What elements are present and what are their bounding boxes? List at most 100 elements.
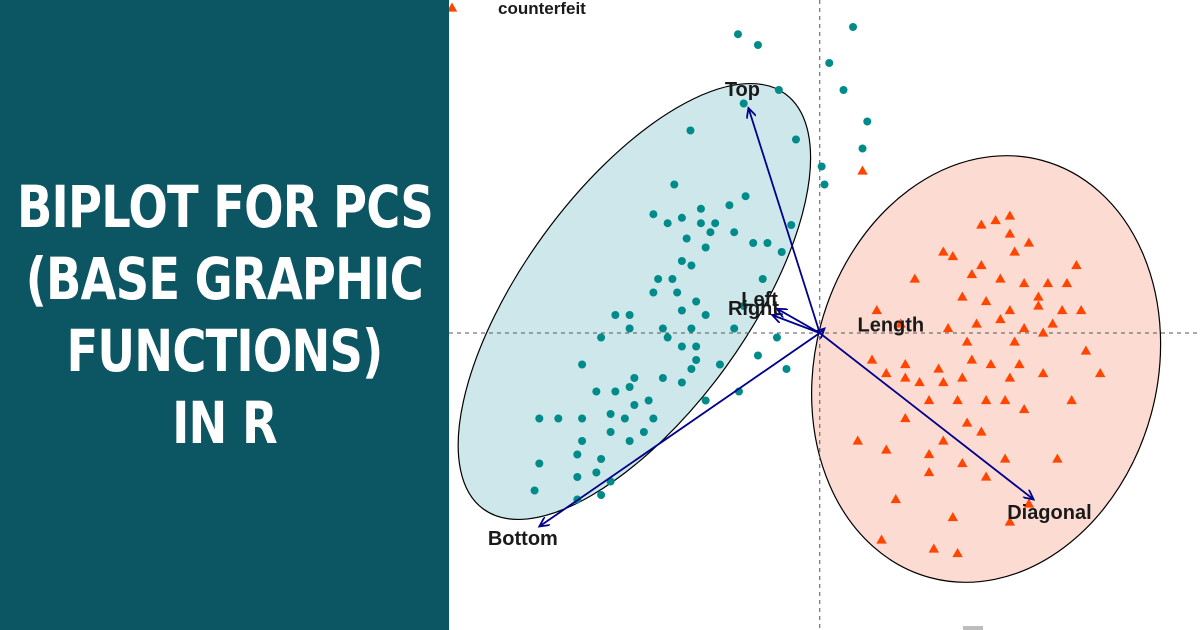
genuine-point xyxy=(686,126,695,135)
counterfeit-point xyxy=(957,458,968,468)
genuine-point xyxy=(849,23,858,31)
counterfeit-point xyxy=(1042,278,1054,288)
genuine-point xyxy=(687,365,696,373)
counterfeit-point xyxy=(895,318,906,328)
counterfeit-point xyxy=(971,318,982,328)
counterfeit-point xyxy=(947,251,959,261)
counterfeit-point xyxy=(1033,300,1044,310)
genuine-point xyxy=(791,135,800,144)
genuine-point xyxy=(597,491,606,499)
counterfeit-point xyxy=(966,269,978,279)
genuine-point xyxy=(677,378,686,387)
counterfeit-point xyxy=(961,336,973,346)
genuine-point xyxy=(711,219,720,228)
genuine-point xyxy=(677,213,686,222)
genuine-point xyxy=(578,360,587,369)
loading-label-bottom: Bottom xyxy=(488,528,558,550)
genuine-point xyxy=(630,374,639,382)
genuine-point xyxy=(706,228,715,237)
genuine-point xyxy=(715,360,724,369)
genuine-point xyxy=(677,306,686,315)
loading-label-right: Right xyxy=(728,298,779,320)
counterfeit-point xyxy=(1014,359,1025,369)
genuine-point xyxy=(687,261,696,270)
counterfeit-point xyxy=(866,354,878,364)
counterfeit-point xyxy=(900,372,911,382)
counterfeit-point xyxy=(966,354,978,364)
counterfeit-point xyxy=(852,435,863,445)
counterfeit-point xyxy=(1004,372,1016,382)
counterfeit-point xyxy=(1018,323,1030,333)
counterfeit-point xyxy=(1047,318,1058,328)
counterfeit-point xyxy=(1018,404,1030,414)
counterfeit-point xyxy=(933,363,944,373)
genuine-point xyxy=(692,356,701,364)
counterfeit-point xyxy=(1094,368,1106,378)
genuine-point xyxy=(758,275,767,283)
counterfeit-point xyxy=(871,305,883,315)
counterfeit-point xyxy=(999,395,1011,405)
genuine-point xyxy=(611,311,620,319)
genuine-point xyxy=(863,117,872,126)
genuine-point xyxy=(763,239,772,247)
counterfeit-point xyxy=(1066,395,1077,405)
counterfeit-point xyxy=(976,426,987,436)
counterfeit-point xyxy=(900,359,911,369)
genuine-point xyxy=(733,30,742,39)
counterfeit-point xyxy=(961,417,973,427)
genuine-point xyxy=(670,180,679,189)
counterfeit-point xyxy=(1023,237,1035,247)
counterfeit-point xyxy=(952,548,963,558)
genuine-point xyxy=(535,459,544,468)
counterfeit-point xyxy=(985,359,997,369)
counterfeit-point xyxy=(857,165,868,175)
title-line-3: FUNCTIONS) xyxy=(66,317,383,385)
counterfeit-point xyxy=(876,534,887,544)
counterfeit-point xyxy=(942,323,954,333)
counterfeit-point xyxy=(1004,228,1016,238)
counterfeit-point xyxy=(928,543,940,553)
genuine-point xyxy=(649,288,658,297)
genuine-point xyxy=(741,192,750,201)
genuine-point xyxy=(654,275,663,283)
genuine-point xyxy=(573,473,582,481)
counterfeit-point xyxy=(990,215,1001,225)
genuine-point xyxy=(606,410,615,418)
counterfeit-point xyxy=(947,512,959,522)
arrow-diagonal xyxy=(819,332,1034,500)
counterfeit-point xyxy=(957,372,968,382)
genuine-point xyxy=(658,374,667,382)
counterfeit-point xyxy=(980,296,992,306)
genuine-point xyxy=(692,342,701,351)
legend-label-counterfeit: counterfeit xyxy=(498,0,586,18)
genuine-point xyxy=(825,59,834,67)
scrollbar-thumb[interactable] xyxy=(963,626,983,630)
genuine-point xyxy=(649,414,658,423)
counterfeit-point xyxy=(957,291,968,301)
genuine-point xyxy=(787,221,796,229)
genuine-point xyxy=(858,144,867,153)
genuine-point xyxy=(692,297,701,306)
counterfeit-point xyxy=(1033,291,1044,301)
genuine-point xyxy=(620,414,629,423)
counterfeit-point xyxy=(1009,336,1020,346)
counterfeit-point xyxy=(980,471,992,481)
loading-label-left: Left xyxy=(741,289,778,311)
genuine-point xyxy=(774,86,783,94)
genuine-point xyxy=(573,450,582,459)
loading-label-top: Top xyxy=(725,79,760,101)
genuine-point xyxy=(668,275,677,283)
counterfeit-point xyxy=(923,449,935,459)
counterfeit-point xyxy=(1004,210,1016,220)
genuine-point xyxy=(625,437,634,445)
genuine-point xyxy=(677,257,686,265)
genuine-ellipse xyxy=(457,82,812,521)
genuine-point xyxy=(753,41,762,49)
counterfeit-point xyxy=(1004,305,1016,315)
counterfeit-point xyxy=(1037,368,1049,378)
counterfeit-point xyxy=(900,413,911,423)
genuine-point xyxy=(701,396,710,405)
counterfeit-point xyxy=(1009,246,1020,256)
counterfeit-point xyxy=(999,453,1011,463)
legend-marker-counterfeit xyxy=(449,2,458,12)
